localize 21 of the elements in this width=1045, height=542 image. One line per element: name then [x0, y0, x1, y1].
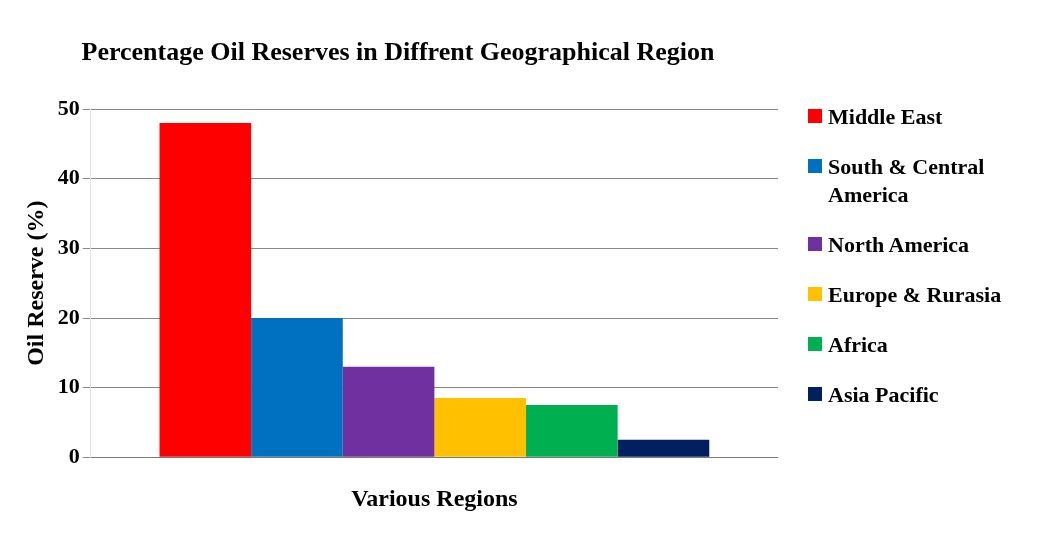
bar: [434, 398, 527, 457]
bar: [159, 123, 252, 457]
y-tick-label: 10: [57, 373, 80, 399]
legend-label: Africa: [828, 331, 889, 359]
y-axis-title: Oil Reserve (%): [21, 200, 48, 366]
y-tick-label: 30: [57, 234, 80, 260]
y-tick-label: 20: [57, 303, 80, 329]
bar: [251, 318, 343, 457]
bar: [526, 405, 618, 457]
legend-label: South & Central America: [828, 153, 986, 209]
legend-label: Europe & Rurasia: [828, 281, 1003, 309]
y-tick-label: 50: [57, 94, 80, 120]
bar: [617, 439, 710, 457]
y-tick-label: 0: [68, 442, 80, 468]
chart-title: Percentage Oil Reserves in Diffrent Geographical Region: [81, 37, 716, 67]
legend-label: North America: [828, 231, 971, 259]
bar: [342, 366, 435, 457]
legend-label: Middle East: [828, 103, 944, 131]
x-axis-title: Various Regions: [351, 484, 518, 511]
legend-label: Asia Pacific: [828, 381, 940, 409]
y-tick-label: 40: [57, 164, 80, 190]
